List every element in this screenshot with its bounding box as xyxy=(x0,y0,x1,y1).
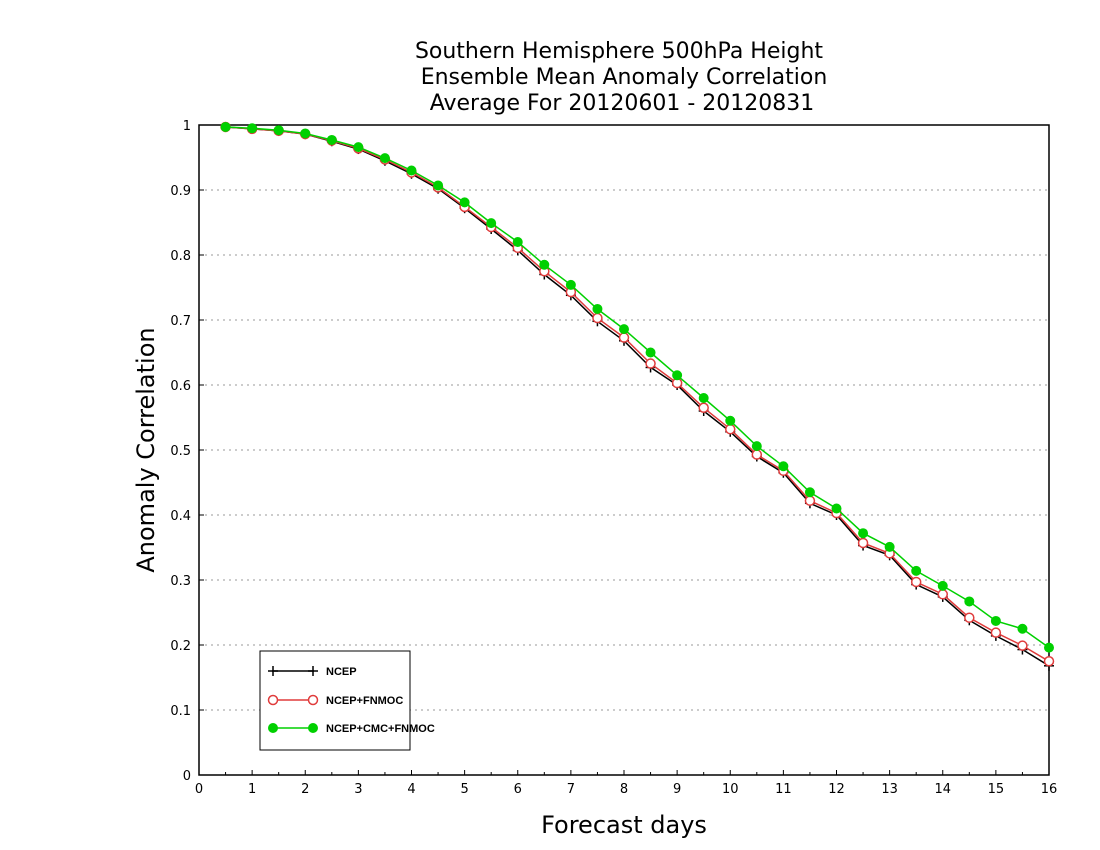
y-tick-label: 0.8 xyxy=(170,249,191,264)
data-point-series-3 xyxy=(619,324,629,335)
data-point-series-3 xyxy=(326,134,337,145)
data-point-series-2 xyxy=(910,576,922,588)
y-tick-label: 0.4 xyxy=(170,509,191,524)
gridlines xyxy=(199,189,1049,711)
data-point-series-3 xyxy=(592,303,603,314)
chart-title-line-1: Southern Hemisphere 500hPa Height xyxy=(415,39,823,64)
x-tick-label: 9 xyxy=(673,782,681,797)
data-point-series-3 xyxy=(778,461,789,472)
data-point-series-3 xyxy=(911,565,922,576)
data-point-series-3 xyxy=(937,580,948,591)
data-point-legend-2 xyxy=(267,694,279,706)
y-tick-label: 0.5 xyxy=(170,444,191,459)
data-point-series-2 xyxy=(645,358,656,369)
legend-label-1: NCEP xyxy=(326,666,357,678)
data-point-series-3 xyxy=(273,125,284,136)
data-point-series-3 xyxy=(698,393,709,403)
data-point-series-3 xyxy=(300,128,311,139)
data-point-series-3 xyxy=(964,596,975,607)
data-point-series-2 xyxy=(804,495,816,506)
data-point-series-3 xyxy=(645,347,656,358)
chart-title-line-3: Average For 20120601 - 20120831 xyxy=(430,91,815,116)
data-point-series-3 xyxy=(672,370,683,381)
x-axis-title: Forecast days xyxy=(541,811,707,839)
data-point-series-2 xyxy=(618,332,630,343)
data-point-series-3 xyxy=(512,237,523,247)
y-tick-label: 0.2 xyxy=(170,639,191,654)
data-point-series-3 xyxy=(220,121,231,132)
data-point-legend-3 xyxy=(268,723,278,733)
x-tick-label: 4 xyxy=(407,782,415,797)
data-point-series-3 xyxy=(1017,623,1028,634)
x-tick-label: 10 xyxy=(722,782,739,797)
y-tick-label: 0.6 xyxy=(170,379,191,394)
data-point-series-3 xyxy=(858,528,869,539)
x-tick-label: 2 xyxy=(301,782,309,797)
data-point-series-3 xyxy=(725,415,736,426)
x-tick-label: 7 xyxy=(567,782,575,797)
data-point-series-3 xyxy=(486,218,497,229)
data-point-series-2 xyxy=(1017,640,1028,651)
data-point-legend-2 xyxy=(307,694,319,706)
data-point-series-2 xyxy=(857,537,869,549)
y-tick-label: 0.1 xyxy=(170,704,191,719)
data-point-series-2 xyxy=(698,402,709,413)
y-tick-label: 0.9 xyxy=(170,184,191,199)
y-tick-label: 0.3 xyxy=(170,574,191,589)
data-point-series-3 xyxy=(1044,642,1054,653)
x-tick-label: 5 xyxy=(460,782,468,797)
data-point-series-3 xyxy=(990,615,1001,626)
data-point-series-3 xyxy=(539,259,550,270)
x-tick-label: 14 xyxy=(934,782,951,797)
x-tick-label: 11 xyxy=(775,782,792,797)
legend-items: NCEP NCEP+FNMOC NCEP+CMC+FNMOC xyxy=(267,666,435,735)
legend-label-2: NCEP+FNMOC xyxy=(326,695,403,707)
data-point-legend-3 xyxy=(308,723,318,733)
data-point-series-2 xyxy=(1043,656,1055,667)
axes: 0 1 2 3 4 5 6 7 8 9 10 11 12 13 14 15 1600.10.20.30.40.5… xyxy=(170,119,1057,797)
data-point-series-3 xyxy=(433,180,444,191)
x-tick-label: 15 xyxy=(988,782,1005,797)
x-tick-label: 3 xyxy=(354,782,362,797)
x-tick-label: 0 xyxy=(195,782,203,797)
x-tick-label: 6 xyxy=(514,782,522,797)
data-point-series-3 xyxy=(751,441,762,452)
data-point-series-2 xyxy=(964,612,975,623)
x-tick-label: 12 xyxy=(828,782,845,797)
data-point-series-3 xyxy=(459,197,470,208)
data-point-series-2 xyxy=(751,449,763,460)
data-point-series-3 xyxy=(831,503,842,514)
data-point-series-3 xyxy=(406,165,417,176)
data-point-series-3 xyxy=(379,153,390,164)
x-tick-label: 16 xyxy=(1041,782,1058,797)
data-point-series-2 xyxy=(725,423,736,435)
legend: NCEP NCEP+FNMOC NCEP+CMC+FNMOC xyxy=(259,650,435,751)
data-point-series-2 xyxy=(990,627,1002,638)
data-point-series-3 xyxy=(353,142,364,153)
data-point-series-2 xyxy=(592,312,603,324)
y-tick-label: 1 xyxy=(183,119,191,134)
series-layer xyxy=(220,121,1055,671)
series-3 xyxy=(220,121,1054,653)
chart-title-line-2: Ensemble Mean Anomaly Correlation xyxy=(421,65,828,90)
legend-label-3: NCEP+CMC+FNMOC xyxy=(326,723,435,735)
y-tick-label: 0.7 xyxy=(170,314,191,329)
y-axis-title: Anomaly Correlation xyxy=(132,327,160,572)
data-point-series-3 xyxy=(247,123,258,134)
x-tick-label: 13 xyxy=(881,782,898,797)
data-point-series-3 xyxy=(804,487,815,498)
x-tick-label: 1 xyxy=(248,782,256,797)
data-point-series-3 xyxy=(884,541,895,552)
y-tick-label: 0 xyxy=(183,769,191,784)
data-point-series-3 xyxy=(565,279,576,290)
x-tick-label: 8 xyxy=(620,782,628,797)
data-point-series-2 xyxy=(937,589,948,600)
